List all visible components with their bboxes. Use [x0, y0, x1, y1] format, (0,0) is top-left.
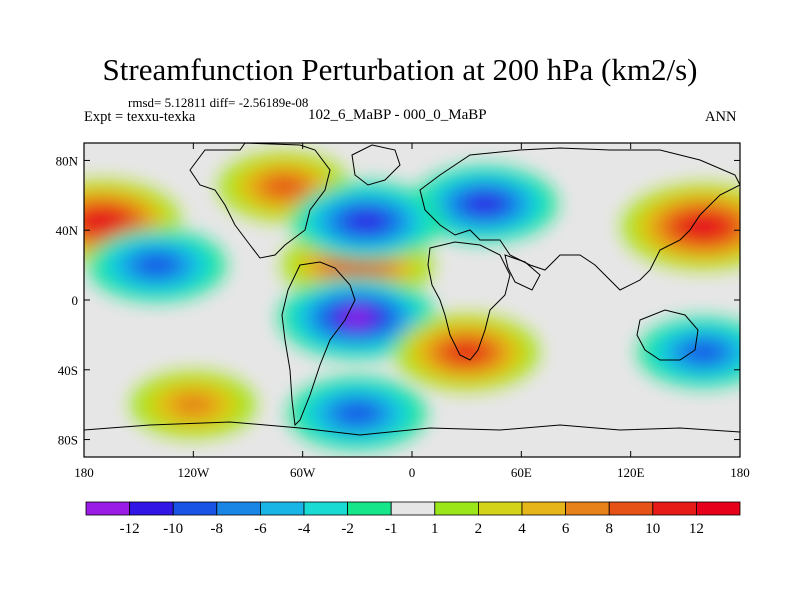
- field-center: [291, 181, 442, 262]
- colorbar-label: -2: [341, 521, 354, 537]
- field-center: [88, 228, 226, 302]
- colorbar-swatch: [347, 501, 392, 516]
- colorbar-swatch: [172, 501, 218, 516]
- x-tick-label: 0: [409, 465, 416, 480]
- x-tick-label: 120W: [177, 465, 210, 480]
- season-label: ANN: [705, 109, 737, 125]
- chart-title: Streamfunction Perturbation at 200 hPa (…: [102, 52, 698, 87]
- y-tick-label: 80S: [58, 433, 78, 448]
- y-tick-label: 40N: [56, 223, 79, 238]
- colorbar-label: 12: [689, 521, 704, 537]
- contour-band: [341, 309, 374, 326]
- contour-band: [266, 177, 303, 197]
- experiment-label: Expt = texxu-texka: [84, 109, 196, 125]
- coastlines: [84, 143, 740, 436]
- colorbar-swatch: [85, 501, 130, 516]
- y-axis: 80N 40N 0 40S 80S: [56, 153, 740, 448]
- field-center: [288, 376, 427, 450]
- colorbar-swatch: [565, 501, 610, 516]
- colorbar-swatch: [216, 501, 261, 516]
- field-center: [412, 166, 557, 243]
- subtitle-label: 102_6_MaBP - 000_0_MaBP: [308, 107, 487, 123]
- colorbar-label: -8: [211, 521, 224, 537]
- contour-band: [685, 342, 722, 362]
- y-tick-label: 40S: [58, 363, 78, 378]
- field-center: [394, 314, 539, 391]
- x-tick-label: 60E: [511, 465, 532, 480]
- field-center: [84, 180, 181, 263]
- contour-band: [138, 255, 176, 276]
- x-axis: 180 120W 60W 0 60E 120E 180: [74, 143, 750, 480]
- contour-band: [349, 212, 384, 231]
- field-center: [130, 371, 256, 438]
- colorbar-label: 1: [431, 521, 439, 537]
- colorbar-swatch: [129, 501, 174, 516]
- colorbar-label: -6: [254, 521, 267, 537]
- colorbar-swatch: [477, 501, 523, 516]
- colorbar-swatch: [521, 501, 566, 516]
- stats-text: rmsd= 5.12811 diff= -2.56189e-08: [128, 95, 309, 110]
- field-center: [637, 317, 740, 388]
- x-tick-label: 180: [730, 465, 750, 480]
- colorbar-swatch: [652, 501, 697, 516]
- y-tick-label: 0: [72, 293, 79, 308]
- contour-band: [172, 393, 215, 416]
- colorbar: -12 -10 -8 -6 -4 -2 -1 1 2 4 6 8 10 12: [85, 501, 741, 537]
- colorbar-swatch: [434, 501, 479, 516]
- colorbar-label: 2: [475, 521, 483, 537]
- y-tick-label: 80N: [56, 153, 79, 168]
- colorbar-label: -12: [120, 521, 140, 537]
- contour-band: [338, 403, 377, 424]
- colorbar-swatch: [696, 501, 741, 516]
- colorbar-label: 4: [518, 521, 526, 537]
- colorbar-label: 10: [645, 521, 660, 537]
- colorbar-swatch: [608, 501, 654, 516]
- contour-band: [450, 343, 484, 362]
- colorbar-label: -4: [298, 521, 311, 537]
- colorbar-label: 6: [562, 521, 570, 537]
- colorbar-swatch: [390, 501, 436, 516]
- contour-band: [86, 213, 118, 230]
- colorbar-label: 8: [605, 521, 613, 537]
- x-tick-label: 180: [74, 465, 94, 480]
- field-center: [278, 276, 436, 359]
- field-center: [621, 183, 740, 270]
- colorbar-swatch: [303, 501, 348, 516]
- contour-band: [468, 195, 502, 213]
- x-tick-label: 120E: [617, 465, 645, 480]
- colorbar-label: -10: [163, 521, 183, 537]
- x-tick-label: 60W: [290, 465, 316, 480]
- colorbar-label: -1: [385, 521, 398, 537]
- colorbar-swatch: [259, 501, 305, 516]
- streamfunction-field: [84, 151, 740, 450]
